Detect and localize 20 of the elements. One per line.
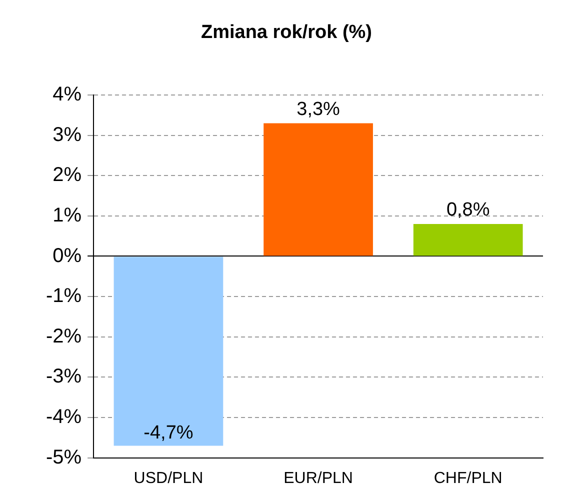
chart-title: Zmiana rok/rok (%) <box>200 22 374 44</box>
y-tick-label: -3% <box>46 366 82 388</box>
y-tick-label: 4% <box>52 84 82 106</box>
data-label: 0,8% <box>446 200 490 221</box>
y-tick-label: -1% <box>46 285 82 308</box>
data-label: -4,7% <box>144 422 194 444</box>
x-tick-label: CHF/PLN <box>434 470 502 487</box>
y-tick-label: -2% <box>46 325 82 348</box>
bar <box>413 224 523 256</box>
y-tick-label: -5% <box>46 446 82 468</box>
bar <box>114 256 224 446</box>
y-tick-label: 0% <box>52 244 82 267</box>
y-tick-label: 1% <box>52 204 82 226</box>
y-tick-label: -4% <box>46 406 82 428</box>
x-tick-label: EUR/PLN <box>284 470 353 487</box>
bar <box>264 123 373 256</box>
x-tick-label: USD/PLN <box>134 470 204 487</box>
y-tick-label: 3% <box>52 124 82 146</box>
data-label: 3,3% <box>296 98 340 120</box>
y-tick-label: 2% <box>52 164 82 186</box>
